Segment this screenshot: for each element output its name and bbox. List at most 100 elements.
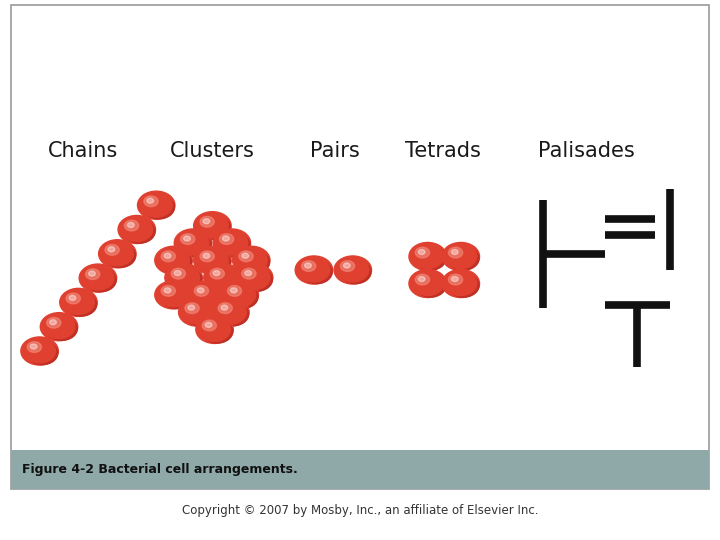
Circle shape <box>66 293 81 304</box>
Circle shape <box>451 276 458 281</box>
Circle shape <box>203 253 210 258</box>
Circle shape <box>302 261 316 272</box>
Circle shape <box>204 264 241 292</box>
Circle shape <box>412 272 444 295</box>
Circle shape <box>228 286 242 296</box>
Circle shape <box>228 286 258 308</box>
Circle shape <box>242 253 248 258</box>
Circle shape <box>161 286 192 308</box>
Circle shape <box>105 245 120 255</box>
Circle shape <box>210 268 225 279</box>
Circle shape <box>194 212 231 240</box>
Circle shape <box>224 283 256 307</box>
Circle shape <box>181 234 211 256</box>
Circle shape <box>24 339 55 363</box>
Circle shape <box>415 274 430 285</box>
Circle shape <box>449 247 479 270</box>
Circle shape <box>197 288 204 293</box>
Circle shape <box>181 300 213 324</box>
Circle shape <box>66 293 96 316</box>
Circle shape <box>202 320 233 343</box>
Circle shape <box>418 276 425 281</box>
Circle shape <box>445 272 477 295</box>
Circle shape <box>298 258 330 282</box>
Circle shape <box>207 266 238 289</box>
Circle shape <box>215 300 246 324</box>
Circle shape <box>161 251 176 262</box>
Circle shape <box>442 242 480 271</box>
Circle shape <box>197 248 228 272</box>
Circle shape <box>118 215 156 244</box>
Circle shape <box>188 281 225 309</box>
Circle shape <box>102 242 133 266</box>
Circle shape <box>203 219 210 224</box>
Circle shape <box>99 240 136 268</box>
Circle shape <box>47 318 61 328</box>
Circle shape <box>245 271 251 275</box>
Circle shape <box>218 303 233 314</box>
Circle shape <box>140 193 172 217</box>
Circle shape <box>415 274 446 297</box>
Circle shape <box>221 305 228 310</box>
Circle shape <box>200 217 230 239</box>
Circle shape <box>210 268 240 291</box>
Circle shape <box>108 247 114 252</box>
Circle shape <box>138 191 175 219</box>
Circle shape <box>409 242 446 271</box>
Circle shape <box>181 234 195 245</box>
Circle shape <box>295 256 333 284</box>
Circle shape <box>27 342 58 364</box>
Circle shape <box>337 258 369 282</box>
Circle shape <box>82 266 114 290</box>
Text: Clusters: Clusters <box>170 141 255 161</box>
Circle shape <box>239 251 253 262</box>
Circle shape <box>30 344 37 349</box>
Circle shape <box>213 229 251 257</box>
Circle shape <box>164 253 171 258</box>
Circle shape <box>121 218 153 241</box>
Text: Tetrads: Tetrads <box>405 141 481 161</box>
Circle shape <box>155 281 192 309</box>
Circle shape <box>222 236 229 241</box>
Circle shape <box>194 286 209 296</box>
Circle shape <box>27 342 42 353</box>
Circle shape <box>415 247 430 258</box>
Circle shape <box>449 274 463 285</box>
Circle shape <box>127 222 134 227</box>
Circle shape <box>168 266 199 289</box>
Text: Chains: Chains <box>48 141 118 161</box>
Text: Figure 4-2 Bacterial cell arrangements.: Figure 4-2 Bacterial cell arrangements. <box>22 463 297 476</box>
Circle shape <box>220 234 250 256</box>
Circle shape <box>213 271 220 275</box>
Circle shape <box>158 283 189 307</box>
Circle shape <box>305 263 311 268</box>
Circle shape <box>230 288 237 293</box>
Circle shape <box>233 246 270 274</box>
Circle shape <box>202 320 217 331</box>
Circle shape <box>60 288 97 316</box>
Circle shape <box>239 251 269 274</box>
Bar <box>11 5 709 489</box>
Circle shape <box>21 337 58 365</box>
Circle shape <box>164 288 171 293</box>
Circle shape <box>205 322 212 327</box>
Circle shape <box>212 298 249 326</box>
Circle shape <box>194 246 231 274</box>
Circle shape <box>449 274 479 297</box>
Circle shape <box>125 220 139 231</box>
Circle shape <box>238 266 270 289</box>
Circle shape <box>144 196 174 219</box>
Circle shape <box>191 283 222 307</box>
Circle shape <box>418 249 425 254</box>
Circle shape <box>200 217 215 227</box>
Circle shape <box>200 251 215 262</box>
Circle shape <box>40 313 78 341</box>
Circle shape <box>174 229 212 257</box>
Circle shape <box>449 247 463 258</box>
Circle shape <box>343 263 350 268</box>
Circle shape <box>125 220 155 243</box>
Circle shape <box>302 261 332 284</box>
Circle shape <box>216 231 248 255</box>
Circle shape <box>43 315 75 339</box>
Circle shape <box>221 281 258 309</box>
